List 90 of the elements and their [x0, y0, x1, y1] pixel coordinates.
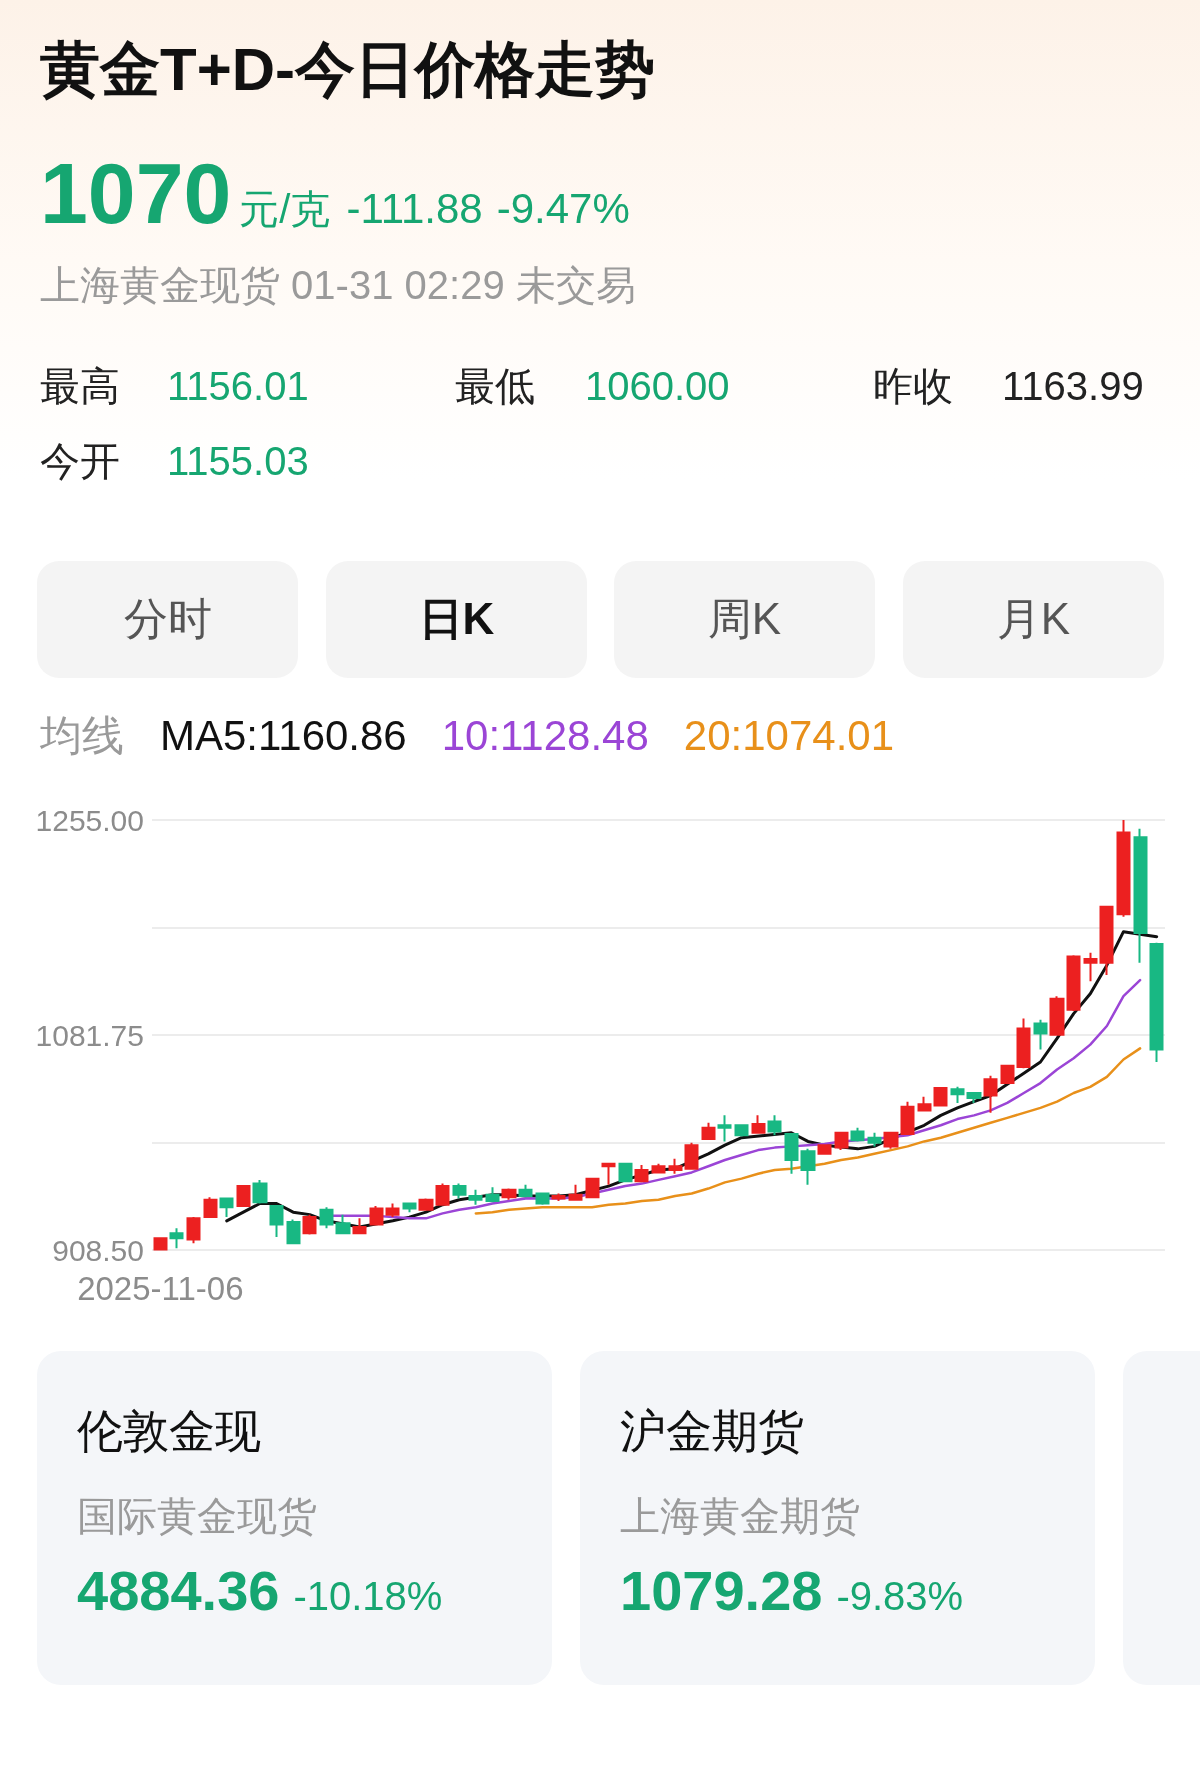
- candlestick: [518, 1183, 533, 1199]
- quote-card: 伦敦金现 国际黄金现货 4884.36 -10.18%: [37, 1351, 552, 1685]
- candlestick: [236, 1185, 251, 1207]
- candlestick: [269, 1204, 284, 1238]
- candlestick: [618, 1162, 633, 1184]
- candlestick: [800, 1147, 816, 1186]
- chart-title: 黄金T+D-今日价格走势: [40, 36, 655, 103]
- text: 1155.03: [167, 439, 309, 483]
- legend-title: 均线: [39, 711, 124, 759]
- candlestick: [468, 1188, 483, 1206]
- candlestick: [966, 1092, 982, 1104]
- x-tick-label: 2025-11-06: [77, 1270, 244, 1307]
- candlestick: [286, 1218, 301, 1245]
- candlestick: [867, 1131, 882, 1148]
- tab-button[interactable]: 分时: [37, 561, 298, 678]
- candlestick: [900, 1100, 915, 1135]
- text: 元/克: [239, 187, 331, 231]
- text: 20:1074.01: [683, 711, 895, 759]
- candlestick: [917, 1095, 932, 1112]
- candlestick: [1016, 1017, 1031, 1070]
- tab-button[interactable]: 日K: [326, 561, 587, 678]
- tab-button[interactable]: 月K: [903, 561, 1164, 678]
- candlestick: [252, 1178, 268, 1205]
- candlestick: [1099, 905, 1114, 977]
- text: 10:1128.48: [441, 711, 649, 759]
- chart-subtitle: 上海黄金现货 01-31 02:29 未交易: [40, 263, 636, 307]
- candlestick: [535, 1192, 550, 1206]
- candlestick: [1083, 951, 1098, 983]
- candlestick: [634, 1163, 649, 1183]
- candlestick: [335, 1213, 351, 1235]
- candlestick: [701, 1121, 716, 1140]
- candlestick: [452, 1182, 467, 1200]
- candlestick: [751, 1114, 766, 1134]
- y-tick-label: 1081.75: [35, 1018, 144, 1052]
- candlestick: [1049, 995, 1065, 1036]
- candlestick: [485, 1186, 500, 1204]
- candlestick: [883, 1131, 899, 1150]
- y-tick-label: 908.50: [52, 1233, 144, 1267]
- line-series: [474, 1047, 1142, 1215]
- text: 最低: [455, 364, 535, 408]
- candlestick: [1066, 954, 1081, 1013]
- text: 1060.00: [585, 364, 730, 408]
- candlestick: [983, 1074, 998, 1114]
- candlestick: [435, 1182, 450, 1206]
- candlestick: [219, 1197, 234, 1219]
- candlestick: [585, 1177, 600, 1199]
- candlestick: [717, 1114, 732, 1143]
- text: -111.88: [346, 185, 483, 232]
- candlestick: [734, 1124, 749, 1138]
- candlestick: [850, 1126, 865, 1143]
- candlestick: [1133, 827, 1148, 964]
- candlestick: [186, 1216, 201, 1245]
- text: 今开: [40, 439, 120, 483]
- candlestick: [169, 1227, 184, 1250]
- candlestick: [568, 1183, 583, 1201]
- candlestick: [302, 1213, 317, 1236]
- candlestick: [651, 1162, 666, 1174]
- candlestick: [601, 1162, 616, 1186]
- candlestick: [1116, 819, 1131, 918]
- candlestick: [385, 1202, 400, 1219]
- candlestick: [834, 1131, 849, 1152]
- candlestick: [153, 1237, 168, 1251]
- candlestick: [501, 1187, 517, 1201]
- candlestick: [668, 1157, 683, 1175]
- candlestick: [767, 1114, 782, 1137]
- text: 昨收: [873, 364, 953, 408]
- candlestick: [1000, 1064, 1015, 1085]
- quote-card: 沪金期货 上海黄金期货 1079.28 -9.83%: [580, 1351, 1095, 1685]
- text: 1163.99: [1002, 364, 1144, 408]
- candlestick: [950, 1085, 965, 1104]
- text: MA5:1160.86: [160, 711, 407, 759]
- candlestick: [684, 1141, 699, 1170]
- text: 最高: [40, 364, 120, 408]
- candlestick: [319, 1206, 334, 1230]
- candlestick: [203, 1196, 218, 1219]
- candlestick: [933, 1087, 948, 1107]
- candlestick: [1033, 1018, 1048, 1051]
- candlestick: [369, 1204, 384, 1226]
- candlestick: [551, 1192, 566, 1202]
- text: 1070: [40, 145, 232, 241]
- text: -9.47%: [496, 185, 630, 232]
- candlestick: [418, 1197, 434, 1211]
- candlestick: [1149, 941, 1164, 1063]
- tab-button[interactable]: 周K: [614, 561, 875, 678]
- y-tick-label: 1255.00: [35, 803, 144, 837]
- text: 1156.01: [167, 364, 309, 408]
- candlestick: [817, 1144, 832, 1155]
- candlestick: [352, 1217, 367, 1235]
- candlestick: [402, 1202, 417, 1214]
- candlestick: [784, 1132, 799, 1175]
